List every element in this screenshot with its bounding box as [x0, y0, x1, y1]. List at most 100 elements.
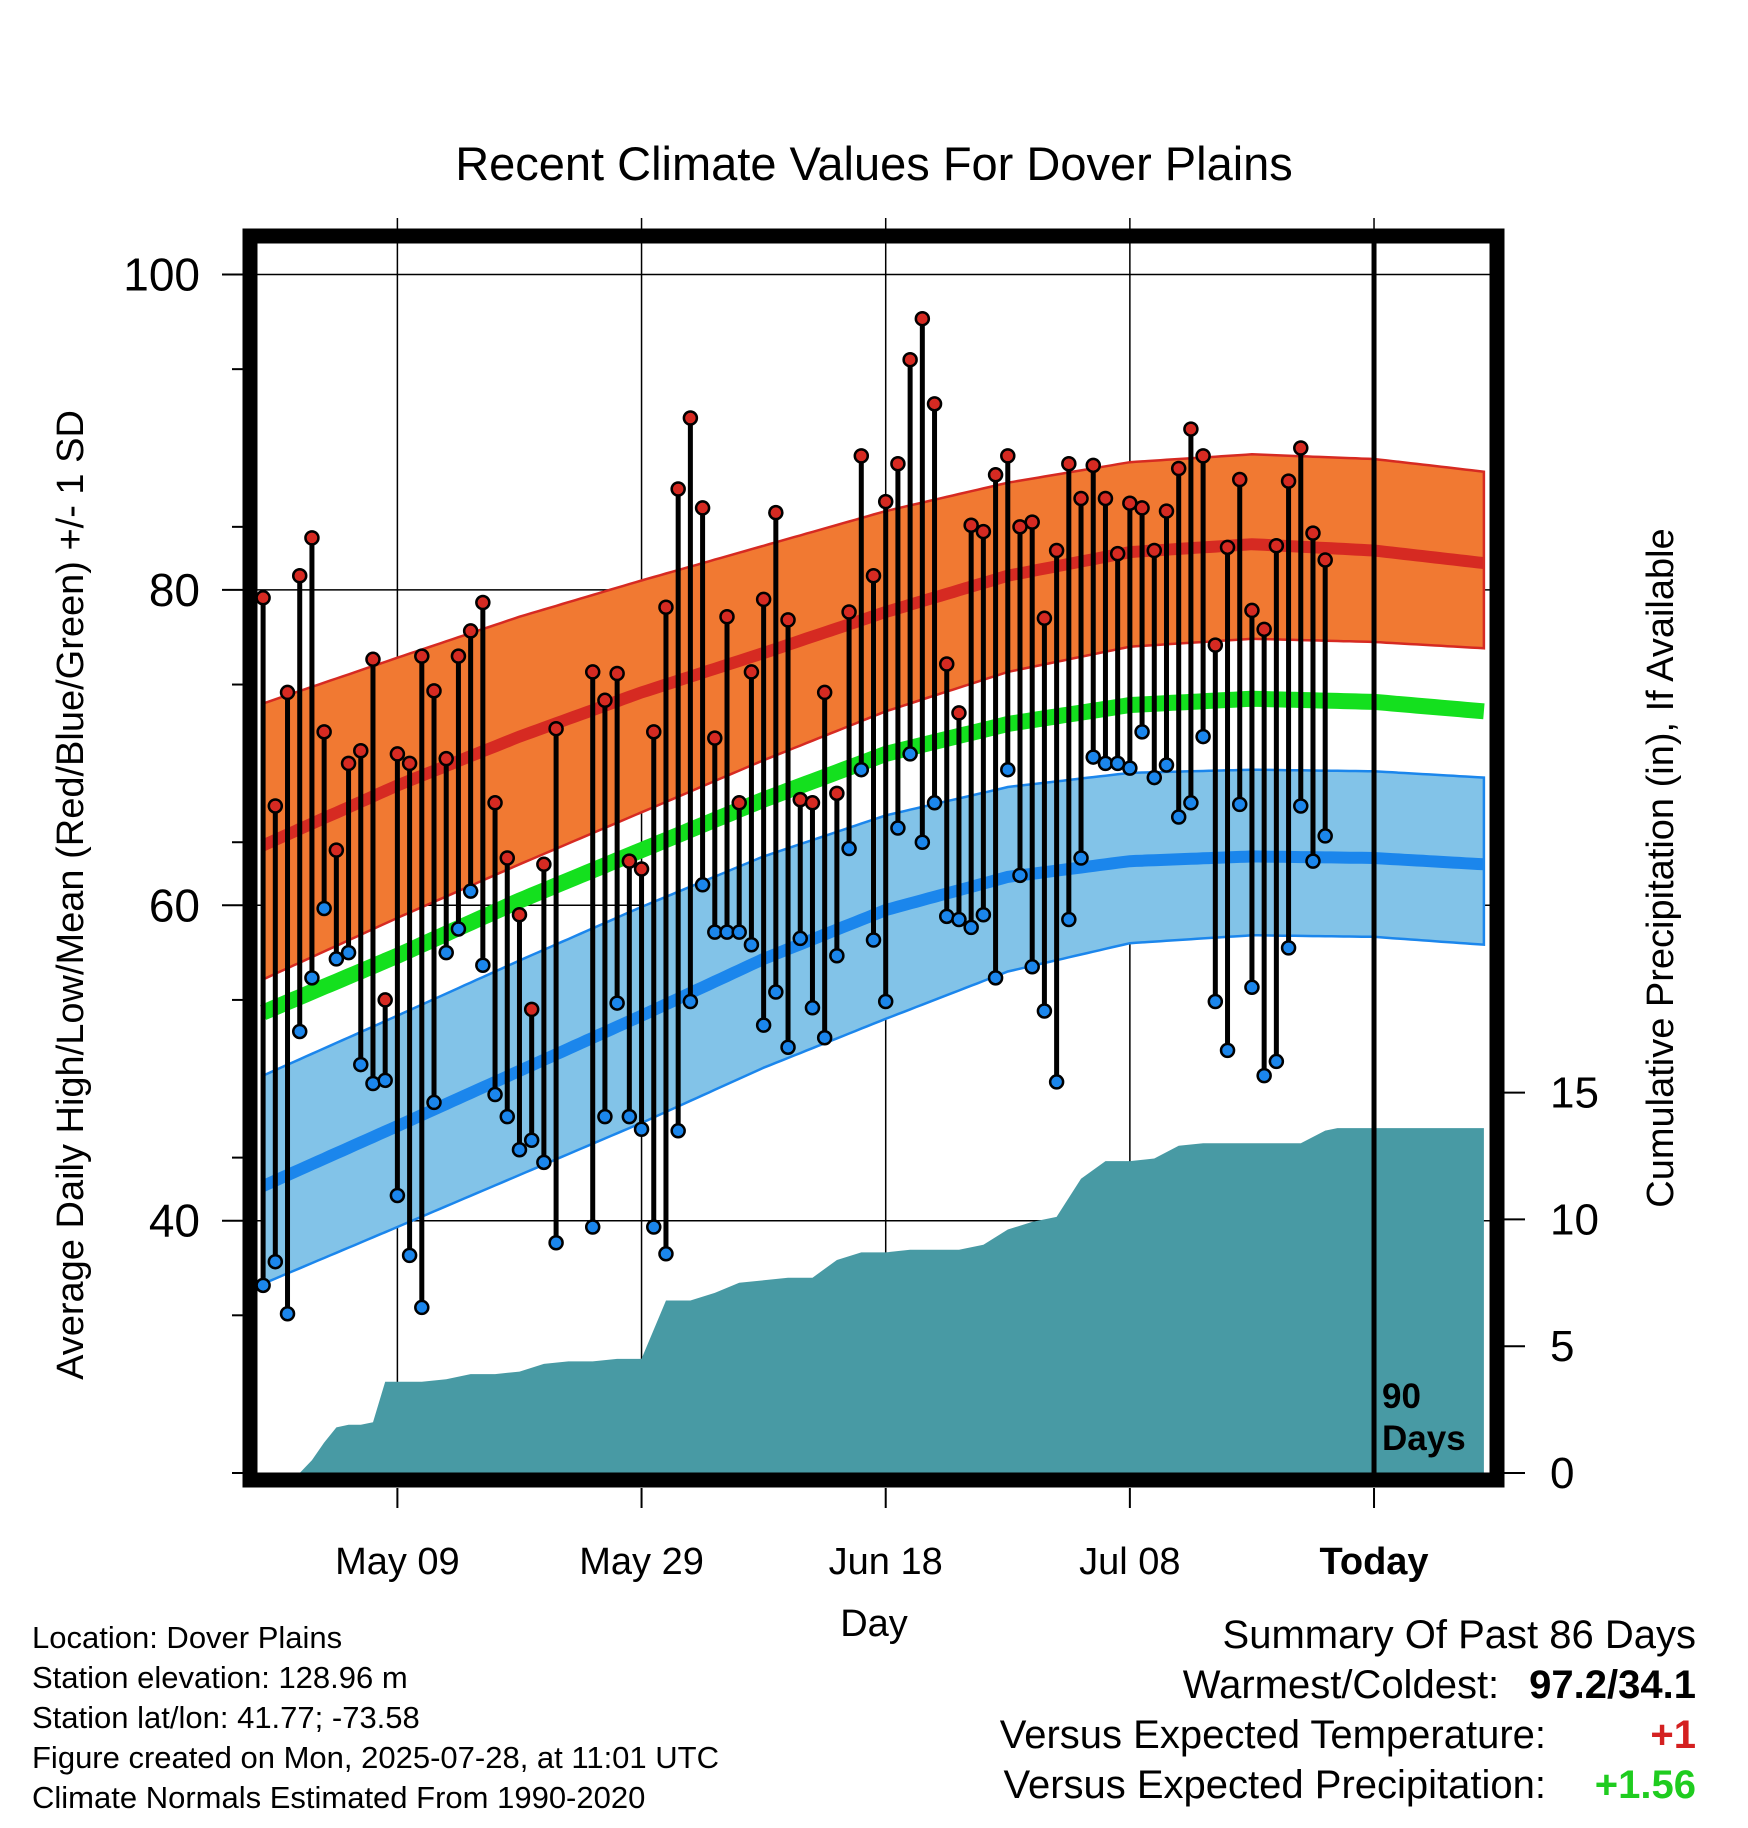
daily-high-point	[365, 651, 381, 668]
daily-high-point	[255, 590, 271, 606]
daily-low-point	[816, 1030, 833, 1046]
y-tick-label: 60	[149, 879, 200, 931]
daily-high-point	[267, 798, 284, 814]
chart-title: Recent Climate Values For Dover Plains	[455, 137, 1293, 190]
daily-high-point	[462, 623, 479, 639]
station-info: Location: Dover Plains Station elevation…	[32, 1618, 719, 1818]
daily-high-point	[938, 656, 955, 672]
daily-high-point	[877, 493, 894, 510]
daily-high-point	[658, 599, 674, 616]
daily-high-point	[853, 448, 870, 464]
daily-high-point	[1146, 542, 1163, 559]
daily-low-point	[1061, 911, 1077, 928]
y2-tick-label: 10	[1550, 1195, 1599, 1244]
daily-high-point	[377, 992, 393, 1008]
daily-high-point	[865, 567, 882, 584]
daily-low-point	[597, 1108, 613, 1125]
daily-high-point	[1207, 637, 1224, 653]
daily-low-point	[1183, 795, 1199, 811]
plot-border	[242, 228, 1505, 1488]
daily-high-point	[1073, 490, 1089, 507]
daily-high-point	[841, 604, 857, 620]
daily-high-point	[523, 1001, 540, 1018]
daily-low-point	[975, 907, 992, 923]
precip-area	[263, 1128, 1484, 1473]
daily-low-point	[426, 1094, 442, 1111]
daily-high-point	[548, 720, 564, 737]
temp-row: Versus Expected Temperature: +1	[1000, 1710, 1696, 1760]
daily-high-point	[597, 692, 613, 709]
daily-high-point	[926, 396, 943, 412]
daily-low-point	[365, 1075, 381, 1092]
daily-low-point	[1073, 850, 1089, 866]
y-tick-label: 80	[149, 564, 200, 616]
daily-high-point	[670, 481, 686, 497]
x-tick-label: May 09	[335, 1541, 460, 1583]
daily-low-point	[963, 919, 979, 936]
daily-low-point	[755, 1017, 772, 1033]
daily-low-point	[475, 957, 491, 973]
cumulative-precip-area	[263, 1128, 1484, 1473]
daily-low-point	[682, 993, 699, 1010]
daily-high-point	[438, 750, 454, 767]
axes: 40 60 80 100 0 5 10 15 May 09 May 29 Jun 18 Jul 08 T…	[123, 249, 1599, 1583]
daily-high-point	[731, 795, 747, 811]
daily-high-point	[792, 791, 809, 808]
daily-low-point	[621, 1108, 638, 1125]
summary-panel: Summary Of Past 86 Days Warmest/Coldest:…	[1000, 1610, 1696, 1810]
elevation-text: Station elevation: 128.96 m	[32, 1660, 408, 1695]
daily-low-point	[1000, 761, 1016, 778]
daily-high-point	[951, 705, 967, 721]
daily-low-point	[743, 936, 760, 953]
daily-low-point	[1195, 728, 1211, 745]
daily-high-point	[1036, 610, 1053, 627]
daily-high-point	[1000, 448, 1016, 464]
daily-high-point	[401, 755, 418, 772]
daily-high-point	[1256, 621, 1272, 638]
daily-low-point	[841, 840, 857, 857]
x-tick-label: Jul 08	[1079, 1541, 1180, 1583]
daily-high-point	[719, 608, 735, 625]
location-text: Location: Dover Plains	[32, 1620, 343, 1655]
daily-low-point	[304, 970, 320, 986]
daily-low-point	[1024, 959, 1040, 975]
daily-low-point	[523, 1132, 540, 1149]
daily-high-point	[609, 665, 625, 682]
daily-high-point	[389, 746, 406, 762]
daily-high-point	[902, 351, 918, 368]
latlon-text: Station lat/lon: 41.77; -73.58	[32, 1700, 420, 1735]
daily-low-point	[731, 924, 747, 940]
warm-cold-label: Warmest/Coldest:	[1182, 1663, 1500, 1707]
daily-low-point	[609, 995, 625, 1011]
daily-high-point	[1244, 602, 1260, 619]
daily-range-bars	[255, 310, 1333, 1322]
daily-low-point	[438, 944, 454, 961]
daily-low-point	[792, 930, 809, 947]
daily-low-point	[829, 948, 845, 964]
daily-high-point	[1097, 490, 1114, 507]
temp-label: Versus Expected Temperature:	[999, 1713, 1546, 1757]
daily-low-point	[316, 900, 332, 917]
daily-high-point	[1109, 545, 1126, 562]
daily-low-point	[1158, 757, 1175, 773]
daily-high-point	[584, 664, 601, 680]
daily-low-point	[340, 944, 357, 961]
daily-low-point	[804, 1000, 821, 1016]
temp-value: +1	[1650, 1713, 1696, 1757]
daily-low-point	[584, 1219, 601, 1235]
daily-low-point	[1146, 769, 1163, 786]
daily-low-point	[694, 877, 711, 893]
daily-low-point	[646, 1219, 662, 1235]
daily-high-point	[450, 648, 467, 664]
x-axis-label: Day	[840, 1603, 908, 1645]
daily-low-point	[279, 1305, 296, 1322]
daily-high-point	[1195, 448, 1211, 464]
daily-low-point	[1134, 724, 1150, 740]
y-tick-label: 40	[149, 1195, 200, 1247]
daily-high-point	[975, 523, 992, 540]
daily-low-point	[914, 834, 931, 850]
daily-high-point	[1268, 538, 1285, 554]
daily-low-point	[902, 746, 918, 762]
daily-low-point	[633, 1121, 650, 1137]
daily-high-point	[499, 850, 516, 866]
